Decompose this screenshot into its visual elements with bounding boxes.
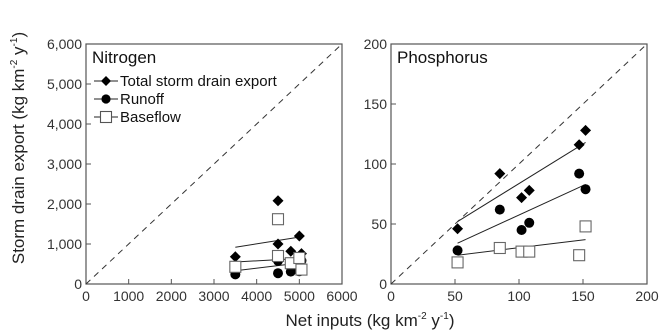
phosphorus-fit-line-runoff: [457, 183, 586, 244]
phosphorus-panel-title: Phosphorus: [397, 48, 488, 67]
phosphorus-x-tick-label: 0: [387, 288, 395, 304]
nitrogen-data-points: [229, 195, 308, 280]
phosphorus-point-runoff: [524, 217, 535, 228]
legend: Total storm drain export Runoff Baseflow: [94, 73, 278, 126]
phosphorus-y-tick-label: 0: [379, 276, 387, 292]
nitrogen-point-total: [272, 195, 284, 207]
phosphorus-data-points: [451, 124, 592, 269]
phosphorus-panel: 0 50 100 150 200 0 50 100 150 200 Phosphorus: [364, 36, 659, 304]
legend-circle-marker: [101, 94, 111, 104]
nitrogen-point-baseflow: [271, 213, 285, 226]
nitrogen-x-tick-label: 6000: [326, 288, 357, 304]
phosphorus-point-total: [580, 124, 592, 136]
legend-label-baseflow: Baseflow: [120, 109, 181, 126]
nitrogen-y-tick-label: 3,000: [47, 156, 82, 172]
nitrogen-point-total: [229, 251, 241, 263]
x-axis-label: Net inputs (kg km-2 y-1): [286, 311, 455, 330]
nitrogen-panel: 0 1000 2000 3000 4000 5000 6000 0 1,000 2,000 3,00…: [47, 36, 358, 304]
phosphorus-point-total: [573, 139, 585, 151]
phosphorus-point-baseflow: [523, 245, 536, 258]
nitrogen-x-tick-label: 0: [82, 288, 90, 304]
phosphorus-point-runoff: [452, 245, 463, 256]
nitrogen-y-tick-label: 6,000: [47, 36, 82, 52]
phosphorus-x-tick-label: 150: [571, 288, 595, 304]
nitrogen-x-tick-label: 3000: [198, 288, 229, 304]
nitrogen-point-total: [293, 230, 305, 242]
phosphorus-point-baseflow: [573, 249, 586, 262]
legend-label-runoff: Runoff: [120, 91, 165, 108]
phosphorus-ticks: 0 50 100 150 200 0 50 100 150 200: [364, 36, 659, 304]
nitrogen-point-baseflow: [293, 251, 306, 265]
legend-diamond-marker: [101, 76, 111, 86]
legend-square-marker: [99, 110, 113, 124]
nitrogen-fit-line-total: [235, 236, 302, 248]
nitrogen-panel-title: Nitrogen: [92, 48, 156, 67]
nitrogen-ticks: 0 1000 2000 3000 4000 5000 6000 0 1,000 2,000 3,00…: [47, 36, 358, 304]
phosphorus-point-total: [523, 184, 535, 196]
phosphorus-point-baseflow: [451, 256, 464, 269]
nitrogen-point-baseflow: [295, 263, 308, 276]
y-axis-label: Storm drain export (kg km-2 y-1): [9, 32, 28, 264]
phosphorus-point-baseflow: [493, 241, 506, 255]
phosphorus-y-tick-label: 50: [371, 216, 387, 232]
phosphorus-point-total: [452, 223, 464, 235]
nitrogen-y-tick-label: 0: [74, 276, 82, 292]
phosphorus-point-runoff: [574, 168, 585, 179]
phosphorus-x-tick-label: 200: [635, 288, 659, 304]
phosphorus-y-tick-label: 200: [364, 36, 388, 52]
phosphorus-y-tick-label: 100: [364, 156, 388, 172]
phosphorus-point-total: [494, 168, 506, 180]
nitrogen-y-tick-label: 4,000: [47, 116, 82, 132]
phosphorus-fit-line-total: [457, 141, 586, 223]
nitrogen-x-tick-label: 1000: [113, 288, 144, 304]
nitrogen-point-total: [272, 238, 284, 250]
phosphorus-x-tick-label: 50: [447, 288, 463, 304]
nitrogen-point-baseflow: [229, 260, 242, 273]
phosphorus-one-to-one-line: [390, 43, 648, 285]
phosphorus-y-tick-label: 150: [364, 96, 388, 112]
nitrogen-x-tick-label: 2000: [156, 288, 187, 304]
phosphorus-x-tick-label: 100: [507, 288, 531, 304]
phosphorus-point-runoff: [494, 204, 505, 215]
phosphorus-point-runoff: [516, 225, 527, 235]
nitrogen-point-baseflow: [271, 249, 285, 263]
nitrogen-y-tick-label: 5,000: [47, 76, 82, 92]
nitrogen-point-total: [285, 245, 297, 257]
nitrogen-x-tick-label: 4000: [241, 288, 272, 304]
phosphorus-point-total: [516, 192, 528, 204]
legend-label-total: Total storm drain export: [120, 73, 278, 90]
nitrogen-x-tick-label: 5000: [284, 288, 315, 304]
nitrogen-point-runoff: [273, 268, 283, 279]
nitrogen-one-to-one-line: [85, 43, 343, 285]
phosphorus-point-runoff: [580, 184, 591, 195]
nitrogen-y-tick-label: 1,000: [47, 236, 82, 252]
nitrogen-y-tick-label: 2,000: [47, 196, 82, 212]
phosphorus-point-baseflow: [579, 220, 592, 233]
